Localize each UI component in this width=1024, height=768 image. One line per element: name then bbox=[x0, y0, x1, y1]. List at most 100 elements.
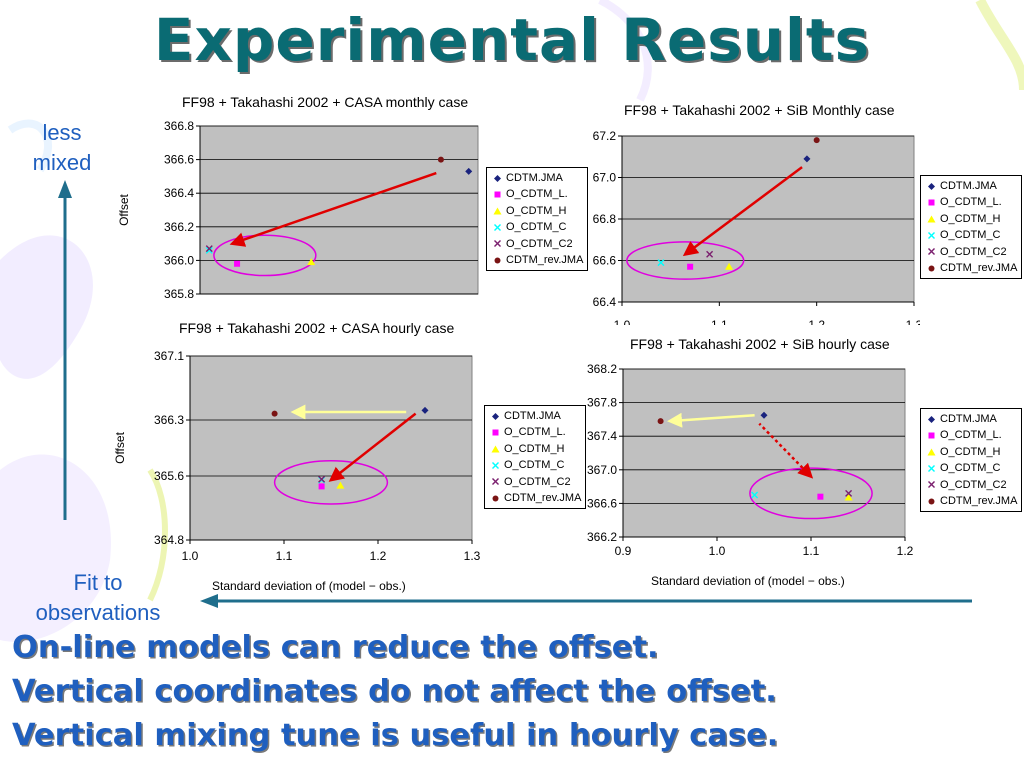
legend-item: CDTM.JMA bbox=[925, 178, 1017, 194]
data-point-o-cdtm-h bbox=[336, 481, 345, 489]
legend-label: O_CDTM_C bbox=[504, 459, 565, 472]
x-tick-label: 0.9 bbox=[615, 544, 632, 558]
data-point-o-cdtm-c2 bbox=[845, 489, 853, 497]
y-tick-label: 67.0 bbox=[593, 171, 617, 185]
legend-marker-icon bbox=[492, 478, 499, 486]
x-tick-label: 1.2 bbox=[897, 544, 914, 558]
legend-label: O_CDTM_L. bbox=[506, 188, 568, 201]
legend-item: O_CDTM_H bbox=[925, 444, 1017, 460]
legend-marker bbox=[491, 445, 500, 453]
y-tick-label: 366.4 bbox=[164, 186, 194, 200]
chart-3-title: FF98 + Takahashi 2002 + CASA hourly case bbox=[179, 320, 455, 336]
chart-casa-monthly: 365.8 366.0 366.2 366.4 366.6 366.8 Offset bbox=[117, 119, 479, 301]
data-point-o-cdtm-c2 bbox=[706, 250, 714, 258]
y-tick-label: 66.8 bbox=[593, 212, 617, 226]
conclusion-2: Vertical coordinates do not affect the o… bbox=[12, 674, 777, 709]
fit-to-observations-label: Fit to observations bbox=[0, 568, 196, 628]
fit-line-1: Fit to bbox=[73, 570, 123, 595]
data-point-o-cdtm-h bbox=[725, 262, 734, 270]
data-point-o-cdtm-l- bbox=[817, 493, 824, 500]
legend-label: O_CDTM_C2 bbox=[940, 478, 1007, 491]
legend-marker bbox=[492, 461, 499, 469]
legend-marker-icon bbox=[928, 481, 935, 489]
legend-marker-icon bbox=[928, 199, 935, 206]
y-axis-label: Offset bbox=[117, 193, 131, 225]
data-point-o-cdtm-h bbox=[844, 493, 853, 501]
legend-label: O_CDTM_C bbox=[506, 221, 567, 234]
legend-marker bbox=[493, 207, 502, 215]
legend-label: O_CDTM_H bbox=[940, 445, 1001, 458]
legend-marker-icon bbox=[494, 257, 501, 264]
legend-marker-icon bbox=[492, 429, 499, 436]
legend-label: O_CDTM_C bbox=[940, 229, 1001, 242]
y-tick-label: 366.3 bbox=[154, 413, 184, 427]
data-point-cdtm-rev-jma bbox=[657, 418, 664, 425]
legend-marker bbox=[494, 223, 501, 231]
legend-marker bbox=[927, 215, 936, 223]
legend-marker-icon bbox=[928, 432, 935, 439]
y-tick-label: 366.2 bbox=[164, 220, 194, 234]
legend-item: O_CDTM_L. bbox=[491, 186, 583, 202]
legend-label: CDTM_rev.JMA bbox=[506, 254, 584, 267]
offset-arrow-red bbox=[682, 166, 803, 257]
legend-marker-icon bbox=[494, 223, 501, 231]
data-point-o-cdtm-c2 bbox=[205, 245, 213, 253]
plot-area bbox=[189, 355, 473, 541]
legend-item: O_CDTM_C2 bbox=[925, 477, 1017, 493]
data-point-cdtm-rev-jma bbox=[813, 137, 820, 144]
y-tick-label: 366.2 bbox=[587, 530, 617, 544]
legend-item: CDTM.JMA bbox=[925, 411, 1017, 427]
chart-casa-hourly: 364.8 365.6 366.3 367.1 1.0 1.1 1.2 1.3 Offset bbox=[113, 349, 481, 563]
y-tick-label: 66.4 bbox=[593, 295, 617, 309]
y-tick-label: 67.2 bbox=[593, 129, 617, 143]
legend-marker bbox=[494, 257, 501, 264]
legend-marker-icon bbox=[928, 182, 935, 190]
y-axis-label: Offset bbox=[113, 431, 127, 463]
y-tick-label: 367.0 bbox=[587, 463, 617, 477]
x-tick-label: 1.1 bbox=[711, 318, 728, 325]
legend-label: O_CDTM_H bbox=[940, 212, 1001, 225]
x-tick-label: 1.2 bbox=[370, 549, 387, 563]
legend-item: O_CDTM_C bbox=[925, 460, 1017, 476]
y-tick-label: 366.0 bbox=[164, 253, 194, 267]
legend-marker bbox=[928, 182, 935, 190]
data-point-cdtm-jma bbox=[760, 411, 768, 419]
legend-item: CDTM.JMA bbox=[491, 170, 583, 186]
legend-marker bbox=[492, 478, 499, 486]
legend-marker-icon bbox=[928, 248, 935, 256]
legend-marker-icon bbox=[928, 265, 935, 272]
y-tick-label: 367.4 bbox=[587, 429, 617, 443]
offset-arrow-red bbox=[229, 171, 437, 247]
data-point-o-cdtm-c bbox=[751, 491, 759, 499]
x-tick-label: 1.1 bbox=[276, 549, 293, 563]
legend-marker-icon bbox=[928, 231, 935, 239]
legend-item: O_CDTM_H bbox=[925, 211, 1017, 227]
data-point-o-cdtm-l- bbox=[318, 483, 325, 490]
y-tick-label: 368.2 bbox=[587, 362, 617, 376]
legend-marker-icon bbox=[928, 415, 935, 423]
legend-item: O_CDTM_C2 bbox=[489, 474, 581, 490]
less-mixed-line-1: less bbox=[42, 120, 82, 145]
chart-4-xlabel: Standard deviation of (model − obs.) bbox=[651, 574, 845, 588]
legend-marker bbox=[492, 412, 499, 420]
legend-label: CDTM_rev.JMA bbox=[940, 495, 1018, 508]
data-point-cdtm-rev-jma bbox=[271, 410, 278, 417]
legend-marker bbox=[494, 240, 501, 248]
legend-label: CDTM_rev.JMA bbox=[940, 262, 1018, 275]
legend-item: O_CDTM_L. bbox=[925, 427, 1017, 443]
legend-item: O_CDTM_H bbox=[489, 441, 581, 457]
offset-arrow-red bbox=[758, 422, 814, 479]
legend-marker bbox=[494, 191, 501, 198]
legend-marker bbox=[928, 415, 935, 423]
legend-label: O_CDTM_H bbox=[504, 442, 565, 455]
y-tick-label: 366.8 bbox=[164, 119, 194, 133]
data-point-o-cdtm-l- bbox=[234, 260, 241, 267]
legend-label: CDTM.JMA bbox=[504, 410, 561, 422]
legend-marker-icon bbox=[928, 498, 935, 505]
legend-marker bbox=[928, 432, 935, 439]
legend-marker-icon bbox=[494, 174, 501, 182]
chart-4-title: FF98 + Takahashi 2002 + SiB hourly case bbox=[630, 336, 890, 352]
legend-marker-icon bbox=[494, 240, 501, 248]
legend-marker bbox=[928, 498, 935, 505]
